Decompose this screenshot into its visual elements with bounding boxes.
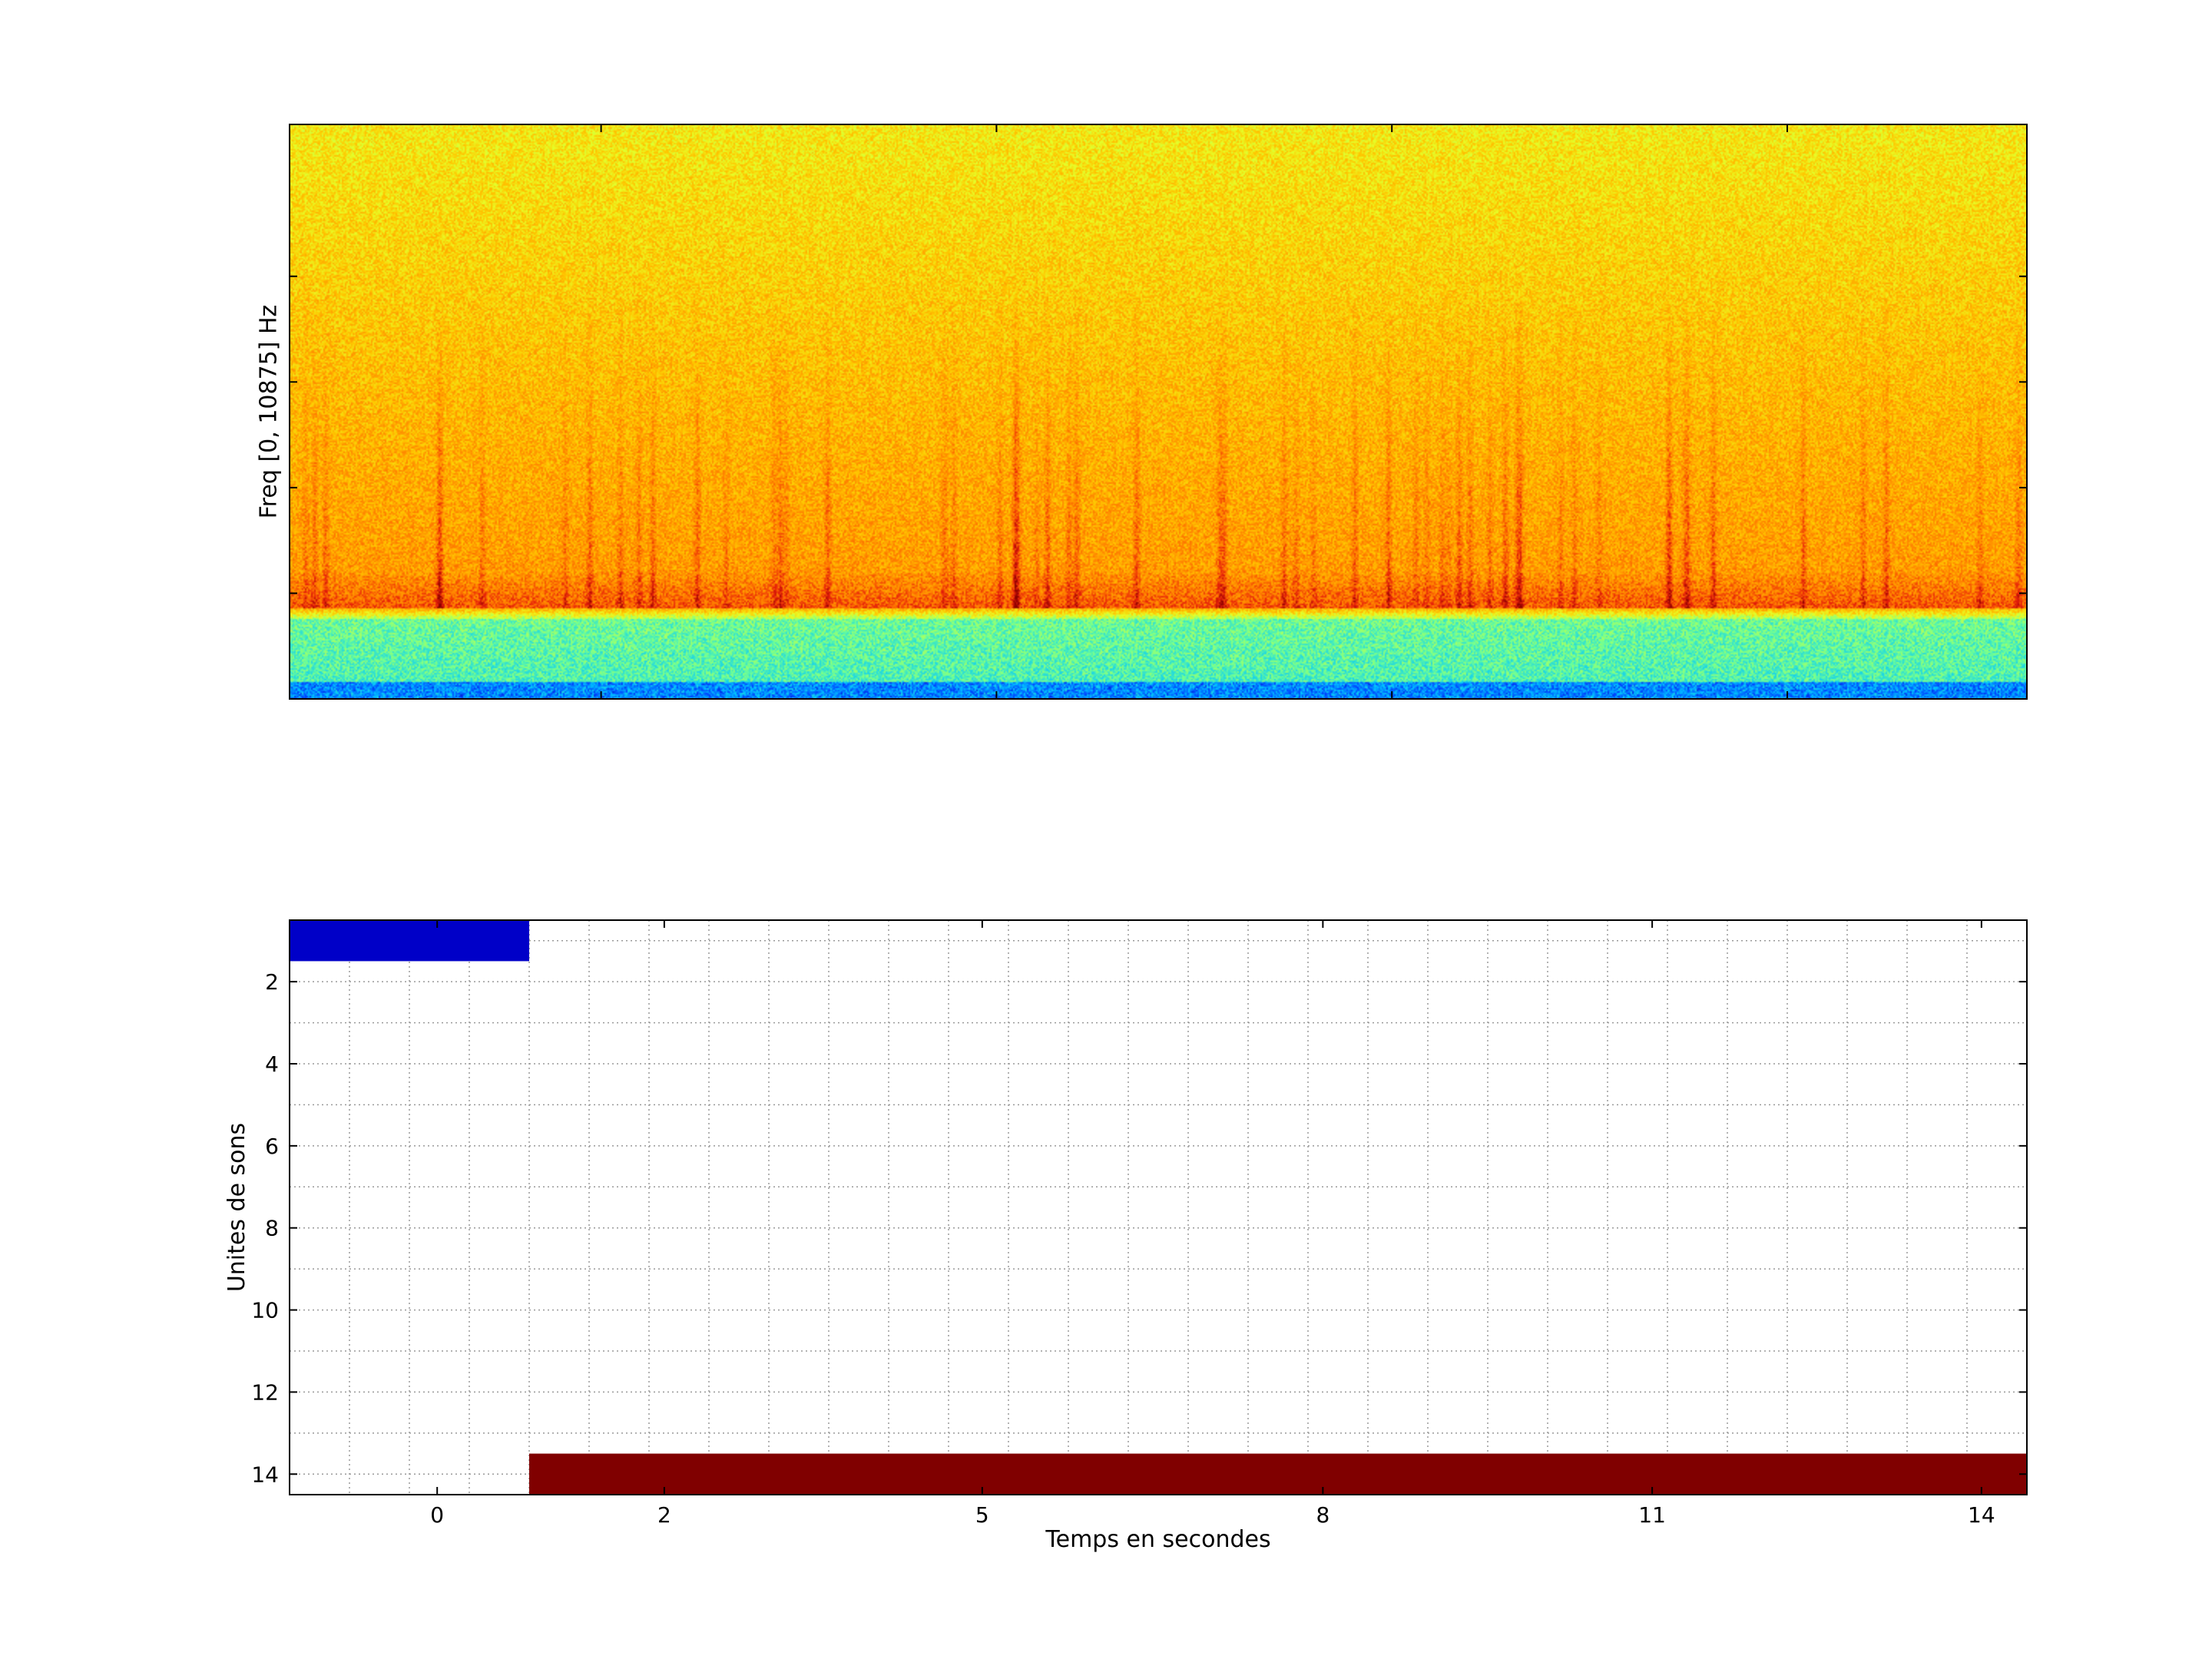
y-tick-label: 4 [265,1051,279,1077]
y-tick-label: 6 [265,1134,279,1159]
segmentation-ticks [290,920,2027,1495]
x-tick-label: 14 [1968,1502,1995,1528]
segmentation-grid [290,920,2027,1495]
segmentation-x-axis-label: Temps en secondes [1045,1526,1270,1553]
y-tick-label: 2 [265,969,279,995]
segmentation-axes-box [289,919,2028,1495]
x-tick-label: 11 [1638,1502,1666,1528]
x-tick-label: 8 [1316,1502,1330,1528]
x-tick-label: 2 [657,1502,671,1528]
x-tick-label: 0 [430,1502,444,1528]
y-tick-label: 8 [265,1216,279,1241]
segmentation-tick-labels: 0 2 5 8 11 14 2 4 6 8 10 12 14 [251,969,1995,1528]
segmentation-y-axis-label: Unites de sons [224,1123,250,1292]
y-tick-label: 10 [251,1298,279,1323]
y-tick-label: 12 [251,1379,279,1405]
segment-bar-unit-14 [529,1453,2027,1495]
segmentation-bars [290,920,2027,1495]
segment-bar-unit-1 [290,920,529,962]
x-tick-label: 5 [975,1502,989,1528]
y-tick-label: 14 [251,1462,279,1487]
